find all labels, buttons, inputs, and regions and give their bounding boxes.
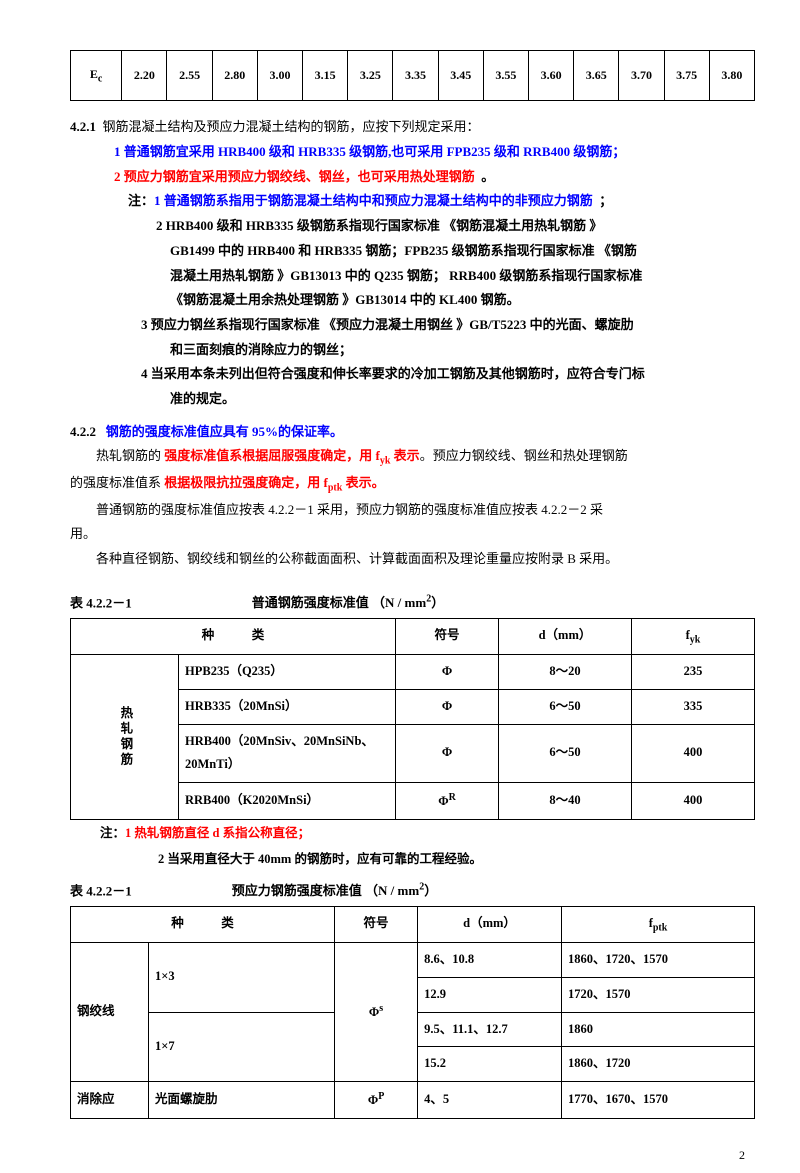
t4222-g2t: 光面螺旋肋 — [149, 1082, 335, 1119]
table-4221: 种 类 符号 d（mm） fyk 热轧钢筋 HPB235（Q235） Φ 8～2… — [70, 618, 755, 820]
t4222-g1r1: 1×3 — [149, 943, 335, 1013]
ec-v7: 3.45 — [438, 51, 483, 101]
ec-value-table: Ec 2.20 2.55 2.80 3.00 3.15 3.25 3.35 3.… — [70, 50, 755, 101]
note-4a: 4 当采用本条未列出但符合强度和伸长率要求的冷加工钢筋及其他钢筋时，应符合专门标 — [70, 362, 755, 387]
ec-v1: 2.55 — [167, 51, 212, 101]
p-422-2-red2: 根据极限抗拉强度确定，用 fptk 表示。 — [164, 475, 384, 490]
table-4222: 种 类 符号 d（mm） fptk 钢绞线 1×3 Φs 8.6、10.8 18… — [70, 906, 755, 1119]
ec-v9: 3.60 — [528, 51, 573, 101]
ec-v12: 3.75 — [664, 51, 709, 101]
note-lead: 注：1 普通钢筋系指用于钢筋混凝土结构中和预应力混凝土结构中的非预应力钢筋 ； — [70, 189, 755, 214]
item-4-2-1-2-red: 2 预应力钢筋宜采用预应力钢绞线、钢丝，也可采用热处理钢筋 — [114, 169, 475, 184]
t4222-g1-sym: Φs — [335, 943, 418, 1082]
table-4221-title: 表 4.2.2－1普通钢筋强度标准值 （N / mm2） — [70, 590, 755, 616]
t4221-h-f: fyk — [632, 618, 755, 655]
t4221-r3-sym: ΦR — [396, 783, 499, 820]
page-number: 2 — [70, 1144, 755, 1167]
t4222-g1r2d1: 9.5、11.1、12.7 — [418, 1012, 562, 1047]
t4221-r1-sym: Φ — [396, 689, 499, 724]
ec-v13: 3.80 — [709, 51, 754, 101]
t4221-r1-type: HRB335（20MnSi） — [179, 689, 396, 724]
t4221-foot2: 2 当采用直径大于 40mm 的钢筋时，应有可靠的工程经验。 — [100, 848, 755, 872]
t4222-g2sym: ΦP — [335, 1082, 418, 1119]
item-4-2-1-2: 2 预应力钢筋宜采用预应力钢绞线、钢丝，也可采用热处理钢筋 。 — [70, 165, 755, 190]
t4221-h-sym: 符号 — [396, 618, 499, 655]
t4221-r2-type: HRB400（20MnSiv、20MnSiNb、20MnTi） — [179, 724, 396, 783]
t4221-r2-f: 400 — [632, 724, 755, 783]
p-422-2b: 的强度标准值系 根据极限抗拉强度确定，用 fptk 表示。 — [70, 471, 755, 498]
item-4-2-1-1: 1 普通钢筋宜采用 HRB400 级和 HRB335 级钢筋,也可采用 FPB2… — [70, 140, 755, 165]
t4221-foot1: 注：注：1 热轧钢筋直径 d 系指公称直径；1 热轧钢筋直径 d 系指公称直径； — [100, 822, 755, 846]
note-2b: GB1499 中的 HRB400 和 HRB335 钢筋；FPB235 级钢筋系… — [70, 239, 755, 264]
t4222-h-type: 种 类 — [71, 906, 335, 943]
p-422-3: 普通钢筋的强度标准值应按表 4.2.2－1 采用，预应力钢筋的强度标准值应按表 … — [70, 498, 755, 523]
note-3a: 3 预应力钢丝系指现行国家标准 《预应力混凝土用钢丝 》GB/T5223 中的光… — [70, 313, 755, 338]
t4222-g2: 消除应 — [71, 1082, 149, 1119]
heading-4-2-2-text: 钢筋的强度标准值应具有 95%的保证率。 — [106, 424, 343, 439]
p-422-4: 各种直径钢筋、钢绞线和钢丝的公称截面面积、计算截面面积及理论重量应按附录 B 采… — [70, 547, 755, 572]
p-422-2: 热轧钢筋的 强度标准值系根据屈服强度确定，用 fyk 表示。预应力钢绞线、钢丝和… — [70, 444, 755, 471]
ec-v8: 3.55 — [483, 51, 528, 101]
note-2a: 2 HRB400 级和 HRB335 级钢筋系指现行国家标准 《钢筋混凝土用热轧… — [70, 214, 755, 239]
t4222-g1r1f1: 1860、1720、1570 — [562, 943, 755, 978]
ec-v6: 3.35 — [393, 51, 438, 101]
t4221-r2-sym: Φ — [396, 724, 499, 783]
t4221-r1-f: 335 — [632, 689, 755, 724]
t4222-g2d: 4、5 — [418, 1082, 562, 1119]
t4222-g1r2: 1×7 — [149, 1012, 335, 1082]
t4222-g1r2d2: 15.2 — [418, 1047, 562, 1082]
t4222-h-d: d（mm） — [418, 906, 562, 943]
note-1-tail: ； — [599, 193, 612, 208]
t4222-g1: 钢绞线 — [71, 943, 149, 1082]
heading-4-2-2-num: 4.2.2 — [70, 424, 96, 439]
t4221-r2-d: 6～50 — [499, 724, 632, 783]
t4222-g1r1d2: 12.9 — [418, 977, 562, 1012]
t4221-h-type: 种 类 — [71, 618, 396, 655]
t4221-r3-type: RRB400（K2020MnSi） — [179, 783, 396, 820]
ec-v5: 3.25 — [348, 51, 393, 101]
note-1: 1 普通钢筋系指用于钢筋混凝土结构中和预应力混凝土结构中的非预应力钢筋 — [154, 193, 593, 208]
ec-v4: 3.15 — [303, 51, 348, 101]
table-4221-title-center: 普通钢筋强度标准值 （N / mm2） — [252, 595, 444, 610]
ec-v11: 3.70 — [619, 51, 664, 101]
t4221-vlabel: 热轧钢筋 — [71, 655, 179, 820]
t4221-r3-f: 400 — [632, 783, 755, 820]
t4222-g2f: 1770、1670、1570 — [562, 1082, 755, 1119]
item-4-2-1-2-tail: 。 — [481, 169, 494, 184]
note-2c: 混凝土用热轧钢筋 》GB13013 中的 Q235 钢筋； RRB400 级钢筋… — [70, 264, 755, 289]
t4222-h-sym: 符号 — [335, 906, 418, 943]
heading-4-2-1-num: 4.2.1 — [70, 119, 96, 134]
t4221-r0-d: 8～20 — [499, 655, 632, 690]
section-4-2-1: 4.2.1 钢筋混凝土结构及预应力混凝土结构的钢筋，应按下列规定采用： — [70, 115, 755, 140]
t4222-h-f: fptk — [562, 906, 755, 943]
ec-label: Ec — [71, 51, 122, 101]
t4222-g1r2f2: 1860、1720 — [562, 1047, 755, 1082]
ec-v2: 2.80 — [212, 51, 257, 101]
table-4222-title-center: 预应力钢筋强度标准值 （N / mm2） — [232, 883, 437, 898]
t4222-g1r1f2: 1720、1570 — [562, 977, 755, 1012]
t4221-r3-d: 8～40 — [499, 783, 632, 820]
note-3b: 和三面刻痕的消除应力的钢丝； — [70, 338, 755, 363]
section-4-2-2: 4.2.2 钢筋的强度标准值应具有 95%的保证率。 — [70, 420, 755, 445]
t4221-h-d: d（mm） — [499, 618, 632, 655]
heading-4-2-1-text: 钢筋混凝土结构及预应力混凝土结构的钢筋，应按下列规定采用： — [103, 119, 480, 134]
p-422-2-red1: 强度标准值系根据屈服强度确定，用 fyk 表示 — [164, 448, 419, 463]
t4221-r0-type: HPB235（Q235） — [179, 655, 396, 690]
table-4222-title: 表 4.2.2－1预应力钢筋强度标准值 （N / mm2） — [70, 878, 755, 904]
ec-v10: 3.65 — [574, 51, 619, 101]
ec-v3: 3.00 — [257, 51, 302, 101]
note-4b: 准的规定。 — [70, 387, 755, 412]
t4222-g1r2f1: 1860 — [562, 1012, 755, 1047]
ec-v0: 2.20 — [122, 51, 167, 101]
t4222-g1r1d1: 8.6、10.8 — [418, 943, 562, 978]
p-422-3b: 用。 — [70, 522, 755, 547]
t4221-r0-sym: Φ — [396, 655, 499, 690]
note-2d: 《钢筋混凝土用余热处理钢筋 》GB13014 中的 KL400 钢筋。 — [70, 288, 755, 313]
t4221-r0-f: 235 — [632, 655, 755, 690]
t4221-r1-d: 6～50 — [499, 689, 632, 724]
